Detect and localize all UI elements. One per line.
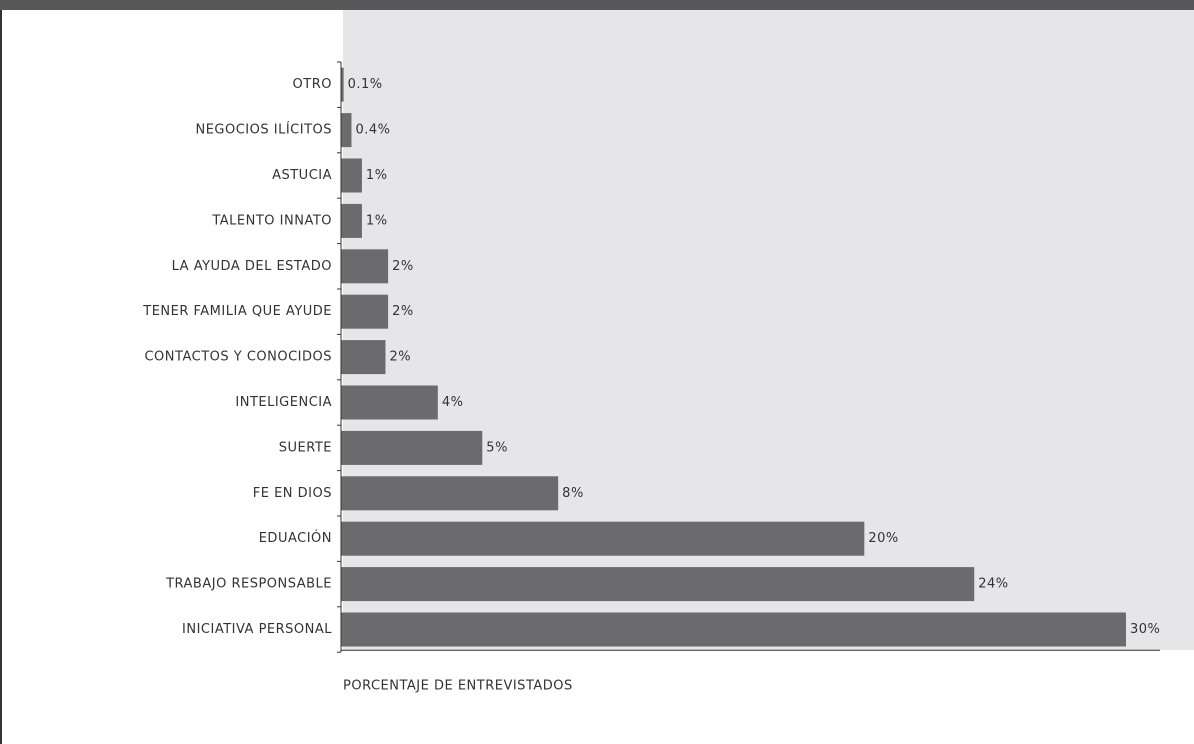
y-tick-label: TALENTO INNATO — [211, 213, 332, 228]
bar — [341, 67, 344, 102]
bar — [341, 521, 865, 556]
value-label: 0.4% — [355, 123, 390, 138]
bar — [341, 567, 975, 602]
y-tick-label: OTRO — [293, 77, 332, 92]
value-label: 30% — [1130, 622, 1160, 637]
bar — [341, 385, 438, 420]
value-label: 5% — [486, 440, 508, 455]
y-tick-label: FE EN DIOS — [253, 486, 332, 501]
value-label: 20% — [868, 531, 898, 546]
bar — [341, 612, 1126, 647]
y-tick-label: LA AYUDA DEL ESTADO — [172, 259, 332, 274]
bar — [341, 203, 362, 238]
value-label: 1% — [366, 213, 388, 228]
bar — [341, 476, 559, 511]
value-label: 1% — [366, 168, 388, 183]
bar — [341, 430, 483, 465]
header-bar — [0, 0, 1194, 10]
bar — [341, 294, 389, 329]
y-tick-label: TRABAJO RESPONSABLE — [165, 577, 332, 592]
value-label: 4% — [442, 395, 464, 410]
value-label: 24% — [978, 577, 1008, 592]
y-tick-label: TENER FAMILIA QUE AYUDE — [142, 304, 332, 319]
bar — [341, 340, 386, 375]
bar — [341, 113, 352, 148]
y-tick-label: SUERTE — [279, 440, 332, 455]
value-label: 0.1% — [348, 77, 383, 92]
value-label: 2% — [392, 259, 414, 274]
y-tick-label: INICIATIVA PERSONAL — [182, 622, 332, 637]
y-tick-label: CONTACTOS Y CONOCIDOS — [144, 350, 332, 365]
bar — [341, 158, 362, 193]
y-tick-label: EDUACIÓN — [259, 530, 332, 546]
bar — [341, 249, 389, 284]
y-tick-label: NEGOCIOS ILÍCITOS — [195, 122, 332, 138]
y-tick-label: INTELIGENCIA — [235, 395, 332, 410]
value-label: 2% — [389, 350, 411, 365]
y-tick-label: ASTUCIA — [272, 168, 332, 183]
value-label: 8% — [562, 486, 584, 501]
x-axis-label: PORCENTAJE DE ENTREVISTADOS — [343, 679, 573, 694]
value-label: 2% — [392, 304, 414, 319]
